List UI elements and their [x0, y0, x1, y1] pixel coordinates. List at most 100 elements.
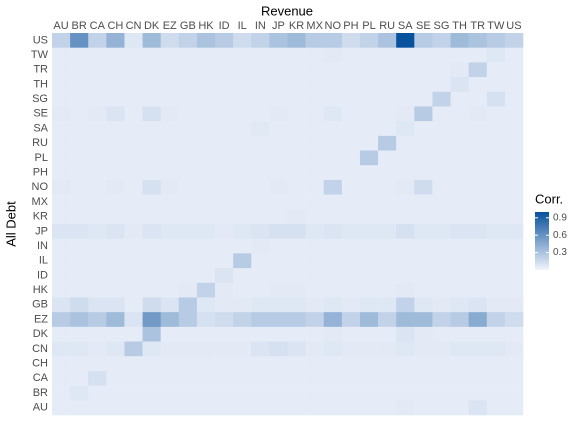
heatmap-cell	[142, 62, 161, 78]
heatmap-cell	[359, 33, 379, 48]
heatmap-cell	[142, 150, 161, 166]
heatmap-cell	[106, 194, 125, 210]
heatmap-cell	[486, 224, 506, 239]
heatmap-cell	[233, 341, 252, 357]
heatmap-cell	[106, 209, 125, 225]
heatmap-cell	[305, 224, 325, 239]
heatmap-cell	[414, 385, 433, 401]
x-tick-label: CH	[107, 20, 123, 32]
heatmap-cell	[414, 165, 433, 181]
heatmap-cell	[160, 297, 180, 313]
y-tick-label: IN	[37, 240, 48, 252]
heatmap-cell	[305, 253, 325, 269]
heatmap-cell	[124, 77, 143, 93]
heatmap-cell	[432, 312, 451, 328]
x-tick-label: HK	[198, 20, 214, 32]
y-tick-label: HK	[33, 284, 49, 296]
heatmap-cell	[378, 253, 397, 269]
heatmap-cell	[378, 150, 397, 166]
heatmap-cell	[196, 165, 216, 181]
heatmap-cell	[396, 209, 415, 225]
heatmap-cell	[432, 106, 451, 122]
heatmap-cell	[414, 179, 433, 195]
y-tick-label: SG	[32, 93, 48, 105]
heatmap-cell	[450, 194, 469, 210]
heatmap-cell	[70, 400, 89, 416]
heatmap-cell	[52, 224, 71, 239]
heatmap-cell	[396, 106, 415, 122]
heatmap-cell	[52, 341, 71, 357]
heatmap-cell	[378, 370, 397, 386]
heatmap-cell	[378, 33, 397, 48]
heatmap-cell	[486, 194, 506, 210]
heatmap-cell	[215, 268, 234, 284]
y-tick-label: CH	[32, 357, 48, 369]
x-tick-label: IN	[255, 20, 266, 32]
heatmap-cell	[450, 253, 469, 269]
heatmap-cell	[468, 356, 488, 372]
heatmap-cell	[432, 253, 451, 269]
heatmap-cell	[323, 356, 343, 372]
heatmap-cell	[432, 62, 451, 78]
heatmap-cell	[432, 165, 451, 181]
heatmap-cell	[486, 62, 506, 78]
heatmap-cell	[378, 297, 397, 313]
heatmap-cell	[178, 194, 198, 210]
heatmap-cell	[432, 356, 451, 372]
heatmap-cell	[88, 297, 107, 313]
heatmap-cell	[178, 268, 198, 284]
heatmap-cell	[504, 268, 524, 284]
heatmap-cell	[341, 238, 361, 254]
heatmap-cell	[106, 253, 125, 269]
heatmap-cell	[251, 179, 270, 195]
heatmap-cell	[196, 356, 216, 372]
heatmap-cell	[88, 326, 107, 342]
heatmap-cell	[359, 150, 379, 166]
heatmap-cell	[450, 312, 469, 328]
heatmap-cell	[359, 77, 379, 93]
heatmap-cell	[88, 282, 107, 298]
heatmap-cell	[160, 312, 180, 328]
heatmap-cell	[142, 253, 161, 269]
heatmap-cell	[70, 135, 89, 151]
heatmap-cell	[233, 238, 252, 254]
heatmap-cell	[287, 297, 306, 313]
heatmap-cell	[142, 385, 161, 401]
heatmap-cell	[88, 370, 107, 386]
x-tick-label: TW	[487, 20, 505, 32]
heatmap-cell	[196, 326, 216, 342]
heatmap-cell	[305, 165, 325, 181]
heatmap-cell	[323, 312, 343, 328]
heatmap-cell	[450, 150, 469, 166]
heatmap-cell	[124, 33, 143, 48]
heatmap-cell	[160, 341, 180, 357]
heatmap-cell	[88, 238, 107, 254]
heatmap-cell	[341, 356, 361, 372]
heatmap-cell	[106, 238, 125, 254]
heatmap-cell	[414, 91, 433, 107]
heatmap-cell	[323, 297, 343, 313]
heatmap-cell	[432, 268, 451, 284]
heatmap-cell	[124, 238, 143, 254]
heatmap-cell	[70, 282, 89, 298]
heatmap-cell	[378, 165, 397, 181]
heatmap-cell	[504, 62, 524, 78]
heatmap-cell	[196, 194, 216, 210]
heatmap-cell	[178, 312, 198, 328]
heatmap-cell	[142, 400, 161, 416]
heatmap-cell	[287, 135, 306, 151]
heatmap-cell	[323, 106, 343, 122]
heatmap-cell	[178, 253, 198, 269]
heatmap-cell	[504, 341, 524, 357]
heatmap-cell	[124, 135, 143, 151]
heatmap-cell	[468, 312, 488, 328]
heatmap-cell	[341, 385, 361, 401]
heatmap-cell	[106, 77, 125, 93]
heatmap-cell	[196, 209, 216, 225]
colorbar-tick-label: 0.3	[553, 247, 567, 258]
heatmap-cell	[70, 106, 89, 122]
heatmap-cell	[287, 370, 306, 386]
y-tick-label: CA	[33, 372, 49, 384]
legend-title: Corr.	[535, 191, 563, 206]
heatmap-cell	[468, 341, 488, 357]
